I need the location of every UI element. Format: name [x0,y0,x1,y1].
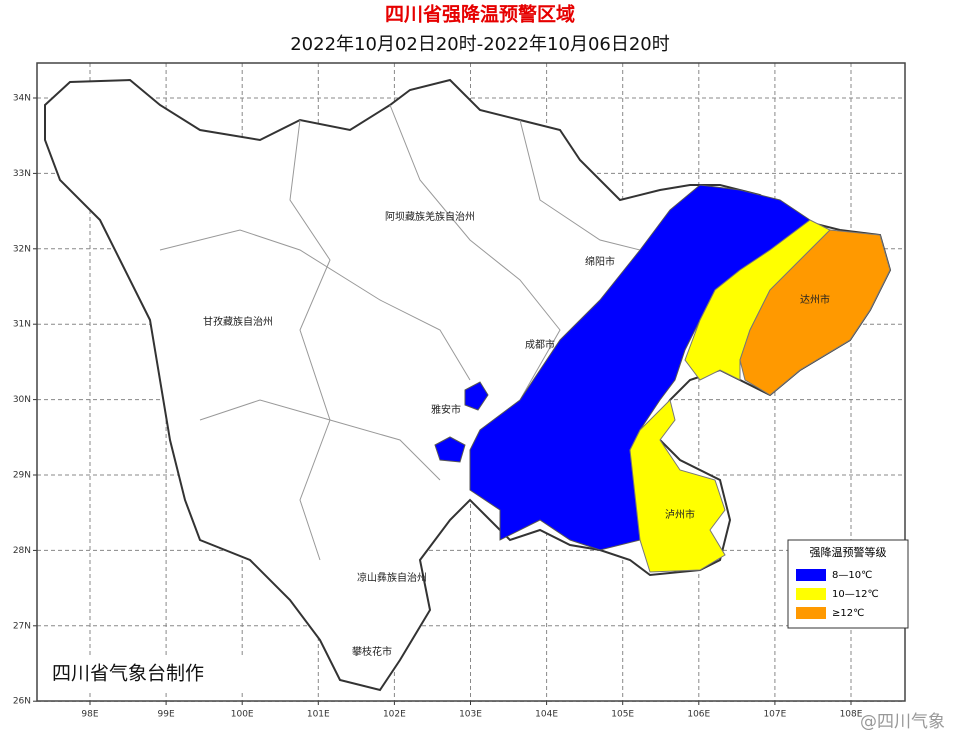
lat-tick-label: 26N [13,697,31,707]
lon-tick-label: 103E [459,710,482,720]
lon-tick-label: 107E [763,710,786,720]
lat-tick-label: 29N [13,471,31,481]
place-label: 甘孜藏族自治州 [203,315,273,328]
lat-tick-label: 32N [13,244,31,254]
place-label: 成都市 [525,338,555,351]
lat-tick-label: 28N [13,546,31,556]
lon-tick-label: 104E [535,710,558,720]
lon-tick-label: 98E [81,710,98,720]
credit-box [44,657,244,691]
lat-tick-label: 34N [13,94,31,104]
title: 四川省强降温预警区域 [385,3,575,26]
place-label: 攀枝花市 [352,645,392,658]
lon-tick-label: 100E [231,710,254,720]
legend-swatch [796,607,826,619]
legend-title: 强降温预警等级 [810,545,887,559]
place-label: 绵阳市 [585,255,615,268]
map-frame [36,62,906,702]
place-label: 阿坝藏族羌族自治州 [385,210,475,223]
place-label: 雅安市 [431,403,461,416]
lon-tick-label: 108E [840,710,863,720]
warning-zone-8-10 [464,381,489,411]
legend: 强降温预警等级 8—10℃ 10—12℃ ≥12℃ [787,539,909,629]
warning-zone-12 [739,229,891,396]
legend-label: 8—10℃ [832,570,872,581]
legend-label: ≥12℃ [832,608,864,619]
lon-tick-label: 101E [307,710,330,720]
legend-label: 10—12℃ [832,589,879,600]
legend-swatch [796,569,826,581]
lat-tick-label: 27N [13,621,31,631]
place-label: 凉山彝族自治州 [357,571,427,584]
lon-tick-label: 102E [383,710,406,720]
place-label: 泸州市 [665,508,695,521]
lon-tick-label: 105E [611,710,634,720]
county-borders [159,104,641,561]
credit: 四川省气象台制作 [52,663,204,685]
watermark: @四川气象 [860,712,945,732]
warning-zone-10-12 [629,399,726,573]
lon-tick-label: 106E [687,710,710,720]
place-label: 达州市 [800,293,830,306]
lat-tick-label: 30N [13,395,31,405]
legend-swatch [796,588,826,600]
lat-tick-label: 31N [13,320,31,330]
lon-tick-label: 99E [158,710,175,720]
warning-zone-8-10 [434,436,466,463]
lat-tick-label: 33N [13,169,31,179]
subtitle: 2022年10月02日20时-2022年10月06日20时 [290,34,670,55]
